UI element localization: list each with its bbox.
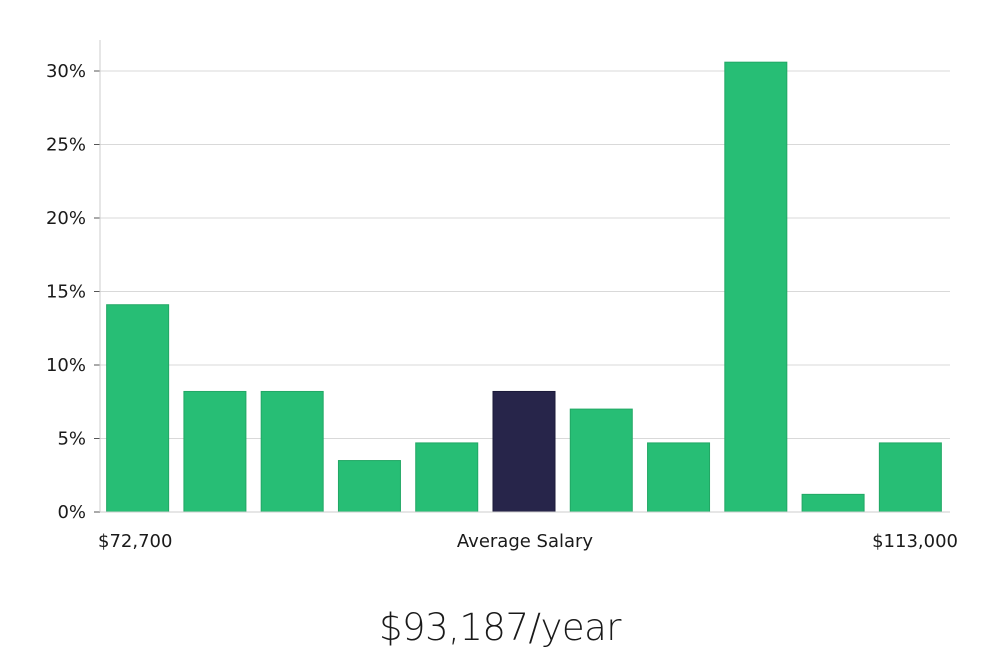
y-tick-label: 20%: [46, 208, 86, 229]
bar: [106, 304, 170, 513]
y-tick-label: 30%: [46, 61, 86, 82]
bar: [337, 460, 401, 513]
y-tick-label: 5%: [57, 429, 86, 450]
bar: [647, 442, 711, 513]
bar: [260, 390, 324, 513]
bar: [569, 408, 633, 513]
x-max-label: $113,000: [872, 531, 958, 552]
gridlines: [100, 70, 950, 439]
bar: [183, 390, 247, 513]
bar: [724, 61, 788, 513]
y-tick-label: 10%: [46, 355, 86, 376]
average-salary-value: $93,187/year: [378, 606, 622, 649]
bar: [801, 493, 865, 513]
y-axis-ticks: 0% 5% 10% 15% 20% 25% 30%: [46, 61, 100, 523]
y-tick-label: 25%: [46, 135, 86, 156]
x-min-label: $72,700: [98, 531, 172, 552]
bar-highlighted: [492, 390, 556, 513]
chart-canvas: 0% 5% 10% 15% 20% 25% 30% $72,700 Average Sala…: [46, 40, 958, 552]
y-tick-label: 15%: [46, 282, 86, 303]
y-tick-label: 0%: [57, 502, 86, 523]
bar: [415, 442, 479, 513]
bars: [106, 61, 942, 513]
x-axis-title: Average Salary: [457, 531, 594, 552]
bar: [878, 442, 942, 513]
